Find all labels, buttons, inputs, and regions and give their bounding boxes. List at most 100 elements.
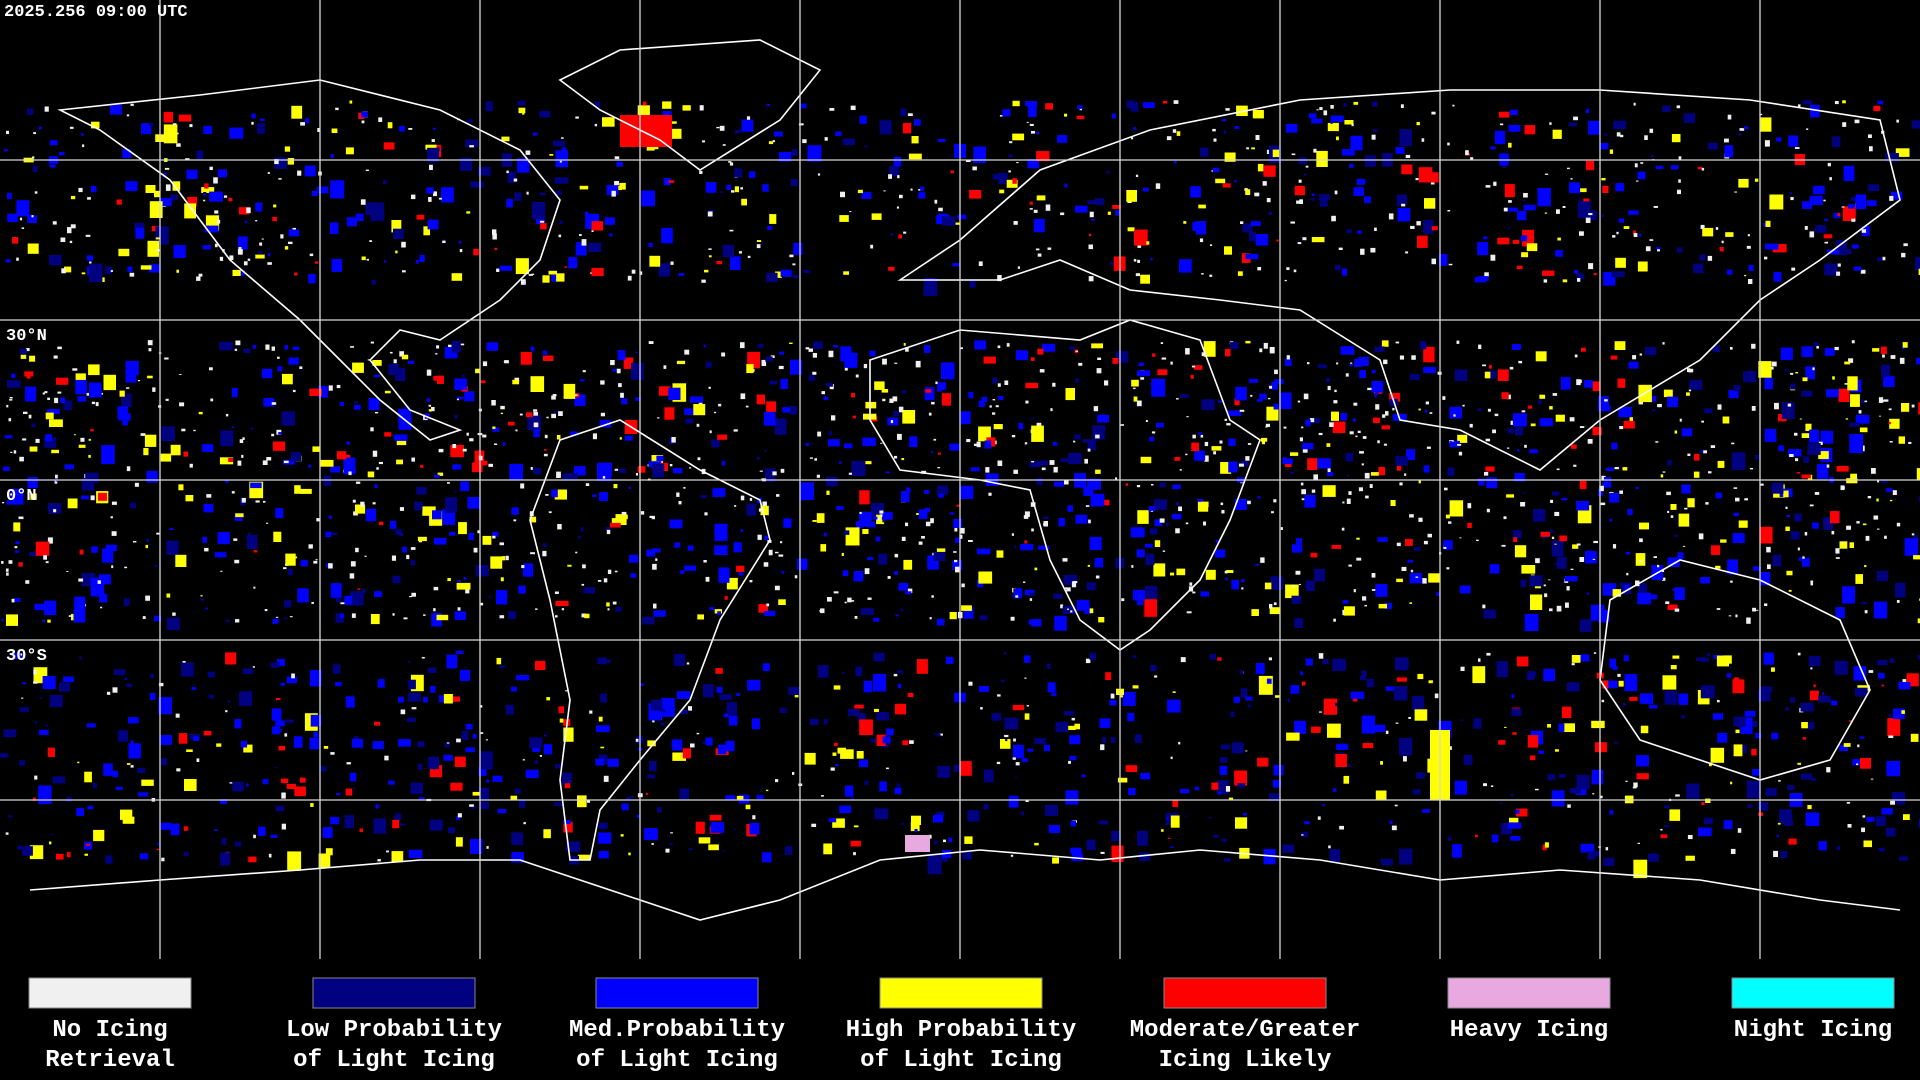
icing-patch — [506, 170, 509, 174]
icing-patch — [463, 576, 467, 580]
icing-patch — [336, 793, 341, 796]
icing-patch — [1715, 227, 1719, 230]
icing-patch — [721, 461, 726, 466]
icing-patch — [1859, 736, 1865, 739]
icing-patch — [411, 592, 416, 597]
icing-patch — [1535, 558, 1540, 564]
icing-patch — [1409, 374, 1420, 380]
icing-patch — [602, 476, 606, 479]
icing-patch — [1889, 499, 1893, 502]
legend-swatch — [879, 977, 1043, 1009]
icing-patch — [719, 694, 733, 700]
icing-patch — [1785, 707, 1789, 711]
icing-patch — [1006, 343, 1010, 347]
icing-patch — [242, 437, 245, 440]
icing-patch — [546, 697, 551, 701]
icing-patch — [1318, 194, 1330, 200]
icing-patch — [613, 484, 618, 489]
icing-patch — [176, 269, 179, 273]
icing-patch — [438, 197, 442, 200]
icing-patch — [981, 396, 988, 402]
icing-patch — [1273, 403, 1279, 410]
icing-patch — [1684, 507, 1688, 510]
icing-patch — [1408, 717, 1411, 719]
icing-patch — [1485, 438, 1491, 442]
icing-patch — [1801, 433, 1813, 438]
icing-patch — [1847, 376, 1858, 391]
icing-patch — [287, 568, 293, 576]
icing-patch — [406, 554, 410, 560]
icing-patch — [1383, 359, 1388, 365]
icing-patch — [873, 673, 887, 692]
icing-patch — [508, 611, 517, 619]
icing-patch — [61, 268, 66, 274]
icing-patch — [310, 714, 322, 727]
icing-patch — [1139, 852, 1151, 861]
icing-patch — [361, 111, 369, 118]
icing-patch — [563, 727, 574, 742]
icing-patch — [1023, 515, 1029, 519]
icing-patch — [1371, 101, 1378, 107]
icing-patch — [468, 532, 474, 541]
icing-patch — [506, 198, 513, 208]
icing-patch — [6, 130, 9, 134]
icing-patch — [1193, 365, 1203, 370]
icing-patch — [784, 846, 793, 856]
icing-patch — [1385, 686, 1397, 691]
icing-patch — [1863, 840, 1872, 848]
icing-patch — [1025, 101, 1038, 107]
icing-patch — [1291, 544, 1303, 553]
icing-patch — [408, 849, 423, 859]
icing-patch — [1060, 604, 1064, 609]
icing-patch — [1483, 609, 1496, 619]
icing-patch — [1662, 105, 1671, 112]
icing-patch — [600, 693, 607, 703]
icing-patch — [283, 460, 289, 464]
icing-patch — [1624, 584, 1629, 590]
icing-patch — [554, 802, 563, 807]
icing-patch — [1562, 206, 1566, 208]
icing-patch — [318, 853, 331, 868]
icing-patch — [16, 200, 30, 217]
icing-patch — [1860, 399, 1865, 404]
icing-patch — [1399, 738, 1413, 756]
icing-patch — [482, 535, 492, 545]
icing-patch — [1381, 425, 1390, 430]
icing-patch — [757, 343, 764, 348]
icing-patch — [1327, 385, 1331, 391]
icing-patch — [1335, 703, 1338, 706]
icing-patch — [1765, 220, 1771, 227]
icing-patch — [1797, 547, 1800, 551]
icing-patch — [1338, 247, 1343, 250]
icing-patch — [688, 706, 692, 711]
icing-patch — [286, 676, 298, 684]
icing-patch — [1394, 804, 1398, 807]
icing-patch — [1149, 528, 1158, 535]
icing-patch — [1781, 402, 1795, 419]
icing-patch — [1331, 215, 1336, 222]
icing-patch — [78, 578, 84, 582]
icing-patch — [817, 173, 821, 176]
icing-patch — [472, 733, 477, 739]
icing-patch — [1048, 825, 1060, 833]
icing-patch — [323, 746, 329, 749]
icing-patch — [398, 408, 412, 422]
icing-patch — [152, 387, 156, 392]
icing-patch — [1020, 811, 1025, 816]
icing-patch — [1449, 440, 1460, 448]
icing-patch — [1511, 708, 1522, 717]
icing-patch — [687, 545, 694, 551]
icing-patch — [198, 411, 203, 415]
icing-patch — [291, 105, 303, 119]
icing-patch — [575, 242, 587, 256]
icing-patch — [202, 536, 207, 543]
icing-patch — [1034, 567, 1038, 571]
icing-patch — [682, 748, 691, 759]
icing-patch — [825, 382, 833, 387]
icing-patch — [712, 488, 726, 497]
icing-patch — [672, 467, 683, 474]
icing-patch — [372, 502, 376, 505]
icing-patch — [392, 613, 395, 616]
icing-patch — [1844, 361, 1851, 365]
icing-patch — [1757, 802, 1769, 811]
